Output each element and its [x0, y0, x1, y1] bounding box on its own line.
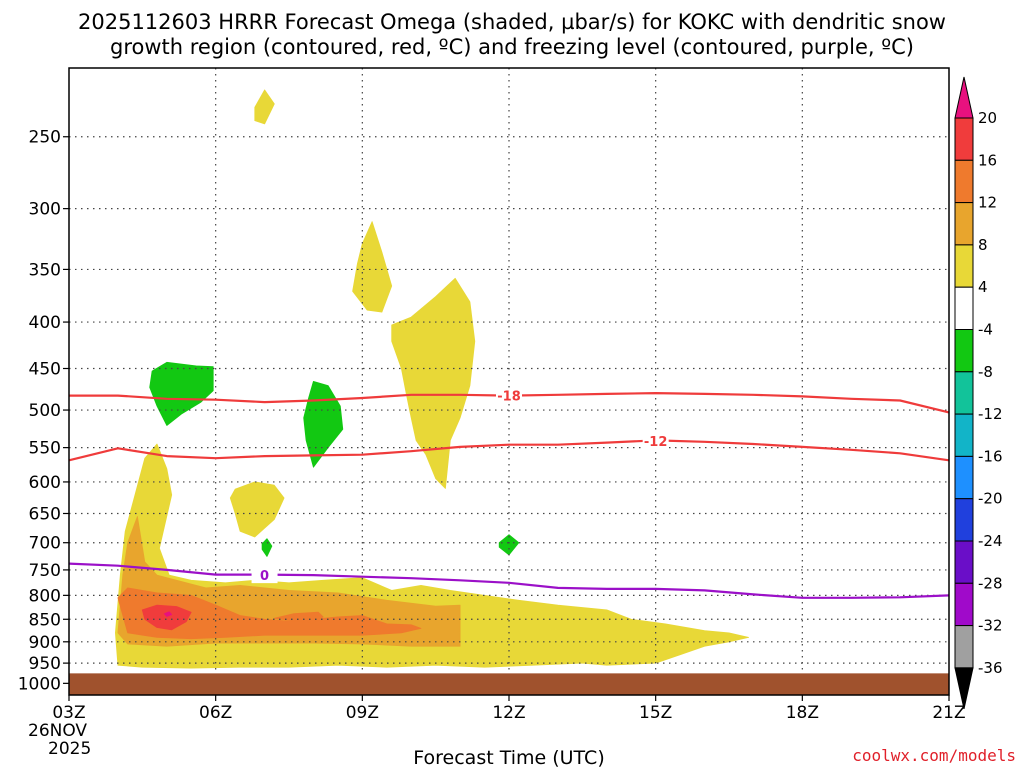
grid-lines [69, 68, 949, 674]
ytick-label-750: 750 [29, 561, 61, 581]
ground-below-surface [69, 673, 949, 695]
ytick-label-400: 400 [29, 313, 61, 333]
omega-region-8 [141, 604, 192, 631]
colorbar-segment-9 [954, 455, 974, 500]
ytick-label-450: 450 [29, 360, 61, 380]
chart-title-line1: 2025112603 HRRR Forecast Omega (shaded, … [78, 10, 946, 34]
colorbar-segment-7 [954, 371, 974, 415]
chart-title-line2: growth region (contoured, red, ºC) and f… [110, 35, 914, 59]
contour-dendritic-1 [68, 439, 950, 462]
colorbar-bottom-arrow [954, 667, 974, 710]
colorbar-segment-4 [954, 244, 974, 288]
start-date-year: 2025 [48, 739, 91, 759]
colorbar-label-6: -8 [978, 363, 993, 381]
colorbar-label-3: 8 [978, 236, 988, 254]
ytick-label-900: 900 [29, 633, 61, 653]
colorbar-segment-10 [954, 498, 974, 542]
colorbar-top-arrow [954, 76, 974, 119]
ytick-label-800: 800 [29, 586, 61, 606]
colorbar-segment-1 [954, 117, 974, 161]
ytick-label-350: 350 [29, 260, 61, 280]
ytick-label-650: 650 [29, 504, 61, 524]
ytick-label-1000: 1000 [18, 674, 61, 694]
contour-label-2: 0 [260, 569, 269, 584]
ytick-label-700: 700 [29, 534, 61, 554]
colorbar-segment-8 [954, 413, 974, 457]
ytick-label-500: 500 [29, 401, 61, 421]
colorbar-label-12: -32 [978, 617, 1003, 635]
omega-shaded-regions [115, 89, 749, 669]
omega-region-11 [303, 380, 344, 468]
colorbar-segment-13 [954, 625, 974, 669]
xtick-label-21Z: 21Z [932, 703, 965, 723]
x-axis-label: Forecast Time (UTC) [413, 747, 604, 768]
colorbar-label-4: 4 [978, 278, 988, 296]
xtick-label-18Z: 18Z [786, 703, 819, 723]
omega-region-1 [229, 481, 285, 538]
colorbar-segment-6 [954, 329, 974, 373]
omega-region-9 [163, 611, 173, 617]
omega-region-7 [273, 611, 324, 624]
ytick-label-600: 600 [29, 473, 61, 493]
contour-label-0: -18 [497, 390, 521, 405]
xtick-label-03Z: 03Z [52, 703, 85, 723]
site-credit: coolwx.com/models [852, 746, 1016, 765]
xtick-label-09Z: 09Z [346, 703, 379, 723]
contour-label-bg-0 [496, 387, 522, 404]
y-axis-pressure-ticks: 250 300 350 400 450 500 550 600 650 700 750 800 850 9… [18, 128, 69, 694]
contour-label-bg-2 [251, 567, 278, 584]
colorbar-label-13: -36 [978, 659, 1003, 677]
colorbar-label-10: -24 [978, 532, 1003, 550]
xtick-label-12Z: 12Z [492, 703, 525, 723]
ytick-label-550: 550 [29, 439, 61, 459]
colorbar-segment-11 [954, 540, 974, 584]
contour-freezing-2 [68, 562, 950, 599]
xtick-label-15Z: 15Z [639, 703, 672, 723]
ytick-label-300: 300 [29, 200, 61, 220]
omega-region-2 [352, 221, 393, 313]
ytick-label-250: 250 [29, 128, 61, 148]
temperature-contours: -18 -12 0 [68, 387, 950, 599]
colorbar-segment-5 [954, 286, 974, 331]
omega-region-6 [117, 587, 422, 640]
colorbar-label-11: -28 [978, 574, 1003, 592]
contour-label-bg-1 [642, 433, 669, 450]
colorbar-label-5: -4 [978, 321, 993, 339]
ytick-label-950: 950 [29, 654, 61, 674]
contour-label-1: -12 [644, 435, 668, 450]
xtick-label-06Z: 06Z [199, 703, 232, 723]
omega-region-3 [391, 277, 476, 489]
colorbar-label-9: -20 [978, 490, 1003, 508]
colorbar-segment-3 [954, 202, 974, 246]
omega-region-12 [261, 538, 273, 557]
omega-colorbar: 20 16 12 8 4 -4 -8 -12 -16 -20 -24 -28 -32 -36 [954, 76, 1003, 710]
colorbar-label-0: 20 [978, 109, 997, 127]
colorbar-segment-2 [954, 159, 974, 204]
colorbar-segment-12 [954, 582, 974, 627]
ytick-label-850: 850 [29, 610, 61, 630]
colorbar-label-1: 16 [978, 151, 997, 169]
omega-region-4 [254, 89, 275, 125]
colorbar-label-7: -12 [978, 405, 1003, 423]
x-axis-time-ticks: 03Z 06Z 09Z 12Z 15Z 18Z 21Z [52, 695, 966, 723]
colorbar-label-2: 12 [978, 194, 997, 212]
start-date-day: 26NOV [28, 721, 87, 741]
omega-region-13 [498, 534, 520, 556]
colorbar-label-8: -16 [978, 447, 1003, 465]
